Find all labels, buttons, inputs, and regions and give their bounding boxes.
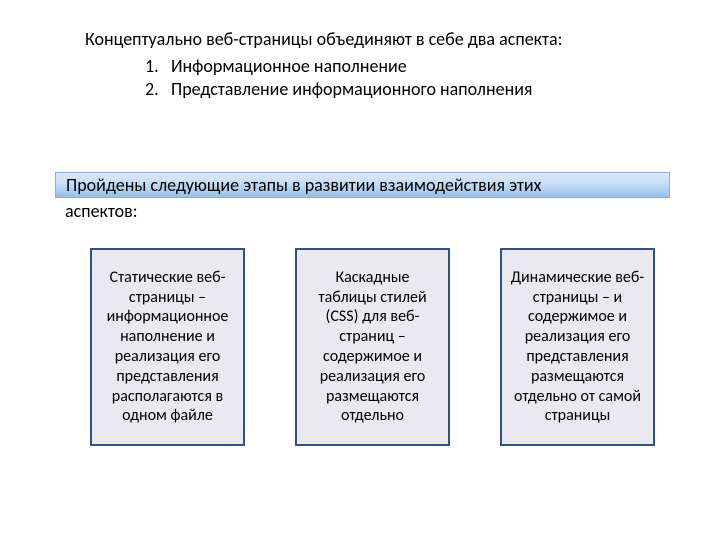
intro-list: 1. Информационное наполнение 2. Представ… xyxy=(145,55,640,102)
stage-box-text: Динамические веб-страницы – и содержимое… xyxy=(510,268,645,427)
list-item: 2. Представление информационного наполне… xyxy=(145,78,640,101)
list-text: Информационное наполнение xyxy=(171,55,407,78)
stage-box: Каскадные таблицы стилей (CSS) для веб-с… xyxy=(295,248,450,446)
stages-banner-wrap: Пройдены следующие этапы в развитии взаи… xyxy=(55,172,670,223)
stage-box-text: Каскадные таблицы стилей (CSS) для веб-с… xyxy=(305,268,440,427)
list-number: 1. xyxy=(145,55,171,78)
list-text: Представление информационного наполнения xyxy=(171,78,532,101)
intro-lead: Концептуально веб-страницы объединяют в … xyxy=(85,28,640,51)
list-item: 1. Информационное наполнение xyxy=(145,55,640,78)
stage-box-text: Статические веб-страницы – информационно… xyxy=(100,268,235,427)
stage-box: Динамические веб-страницы – и содержимое… xyxy=(500,248,655,446)
stage-box: Статические веб-страницы – информационно… xyxy=(90,248,245,446)
stages-banner: Пройдены следующие этапы в развитии взаи… xyxy=(55,172,670,198)
stage-boxes: Статические веб-страницы – информационно… xyxy=(90,248,655,446)
list-number: 2. xyxy=(145,78,171,101)
intro-block: Концептуально веб-страницы объединяют в … xyxy=(85,28,640,101)
stages-banner-remainder: аспектов: xyxy=(55,200,670,223)
